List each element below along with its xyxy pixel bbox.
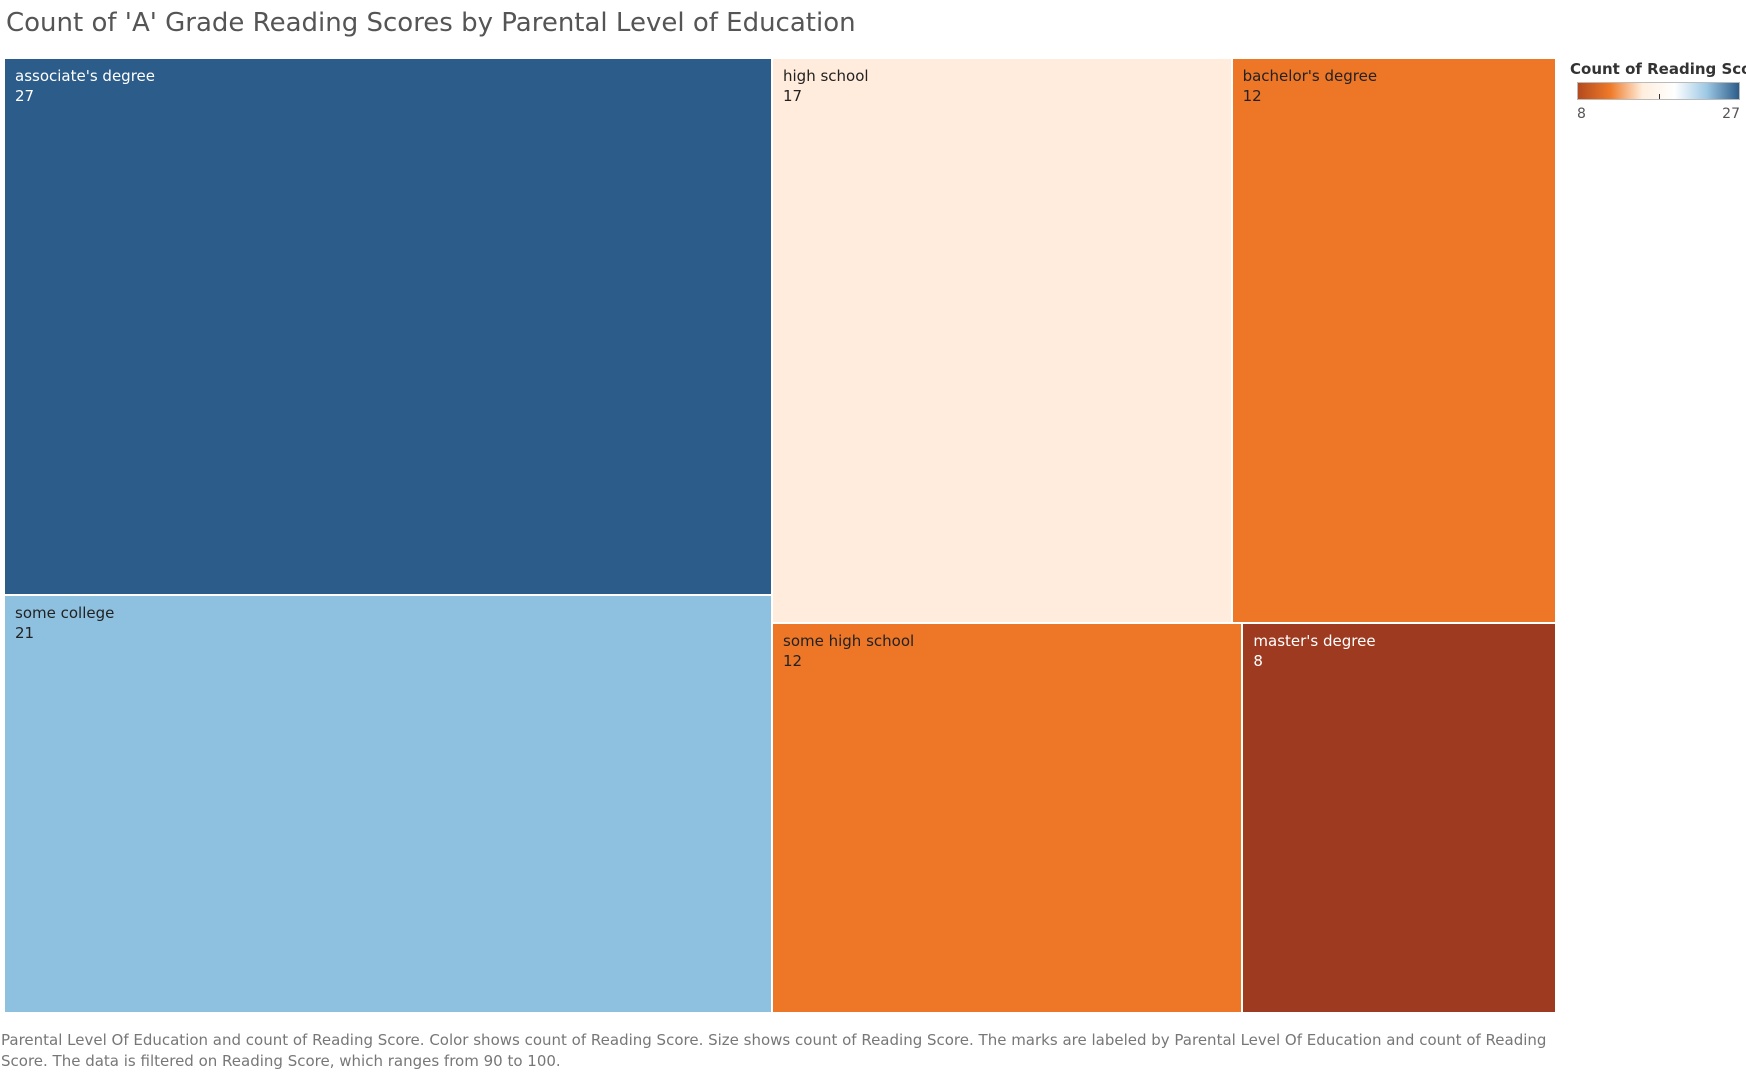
tile-value: 8 — [1253, 652, 1263, 671]
treemap-tile[interactable]: high school 17 — [773, 59, 1233, 625]
tile-value: 27 — [15, 87, 35, 105]
tile-value: 12 — [783, 652, 803, 671]
tile-label: some college — [15, 604, 115, 623]
legend-midpoint-tick — [1658, 94, 1660, 99]
tile-label: bachelor's degree — [1242, 67, 1378, 85]
chart-title: Count of 'A' Grade Reading Scores by Par… — [6, 8, 856, 38]
treemap-tile[interactable]: bachelor's degree 12 — [1232, 59, 1557, 625]
color-legend: Count of Reading Score 8 27 — [1570, 58, 1746, 128]
treemap: associate's degree 27 some college 21 high s… — [5, 59, 1557, 1014]
legend-min-label: 8 — [1577, 106, 1586, 122]
tile-label: master's degree — [1253, 632, 1376, 651]
tile-label: some high school — [783, 632, 915, 651]
tile-label: high school — [783, 67, 869, 85]
tile-label: associate's degree — [15, 67, 155, 85]
tile-value: 21 — [15, 624, 35, 643]
chart-caption: Parental Level Of Education and count of… — [1, 1031, 1547, 1070]
legend-title: Count of Reading Score — [1570, 60, 1746, 78]
tile-value: 17 — [783, 87, 803, 105]
tile-value: 12 — [1242, 87, 1262, 105]
legend-max-label: 27 — [1722, 106, 1740, 122]
treemap-tile[interactable]: some high school 12 — [773, 624, 1244, 1014]
legend-gradient-bar — [1577, 82, 1740, 100]
treemap-tile[interactable]: associate's degree 27 — [5, 59, 773, 597]
treemap-tile[interactable]: some college 21 — [5, 596, 773, 1014]
treemap-tile[interactable]: master's degree 8 — [1243, 624, 1557, 1014]
